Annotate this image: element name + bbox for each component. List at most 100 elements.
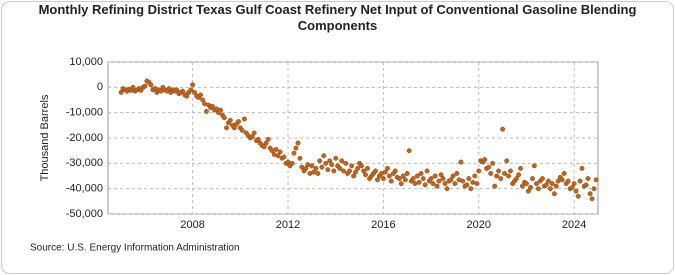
data-point <box>434 183 440 189</box>
data-point <box>518 165 523 171</box>
data-point <box>420 176 426 181</box>
data-point <box>255 136 261 142</box>
data-point <box>579 165 585 171</box>
chart-title: Monthly Refining District Texas Gulf Coa… <box>38 2 637 33</box>
data-point <box>382 169 388 175</box>
data-point <box>539 176 545 181</box>
data-point <box>317 158 323 164</box>
data-point <box>519 183 525 189</box>
data-point <box>500 126 506 132</box>
data-point <box>355 165 361 171</box>
data-point <box>385 165 390 171</box>
data-point <box>440 176 446 181</box>
data-point <box>200 97 206 103</box>
data-point <box>464 182 470 188</box>
data-point <box>404 171 410 176</box>
data-point <box>458 159 464 165</box>
data-point <box>142 83 148 89</box>
data-point <box>297 155 303 161</box>
data-point <box>289 160 295 166</box>
data-point <box>251 130 257 136</box>
data-point <box>227 117 233 123</box>
data-point <box>321 153 327 159</box>
data-point <box>428 176 434 181</box>
x-tick-label: 2008 <box>180 219 204 231</box>
data-point <box>516 172 522 178</box>
data-point <box>476 168 482 174</box>
data-point <box>422 182 428 188</box>
data-point <box>241 116 247 122</box>
data-point <box>486 164 492 170</box>
data-point <box>400 173 406 179</box>
data-point <box>412 181 418 187</box>
data-point <box>525 188 531 194</box>
data-point <box>466 176 472 181</box>
data-point <box>396 176 402 181</box>
data-point <box>593 177 599 183</box>
data-point <box>498 176 504 181</box>
y-tick-label: 10,000 <box>69 56 103 68</box>
data-point <box>398 181 404 187</box>
data-point <box>353 169 358 175</box>
data-point <box>329 162 335 168</box>
data-point <box>494 173 500 179</box>
data-point <box>277 149 283 155</box>
data-point <box>148 82 154 88</box>
data-point <box>472 173 478 179</box>
y-tick-label: -20,000 <box>66 132 103 144</box>
data-point <box>450 173 456 179</box>
y-tick-label: 0 <box>97 81 103 93</box>
data-point <box>410 176 416 181</box>
data-point <box>496 168 502 174</box>
data-point <box>591 186 597 192</box>
data-point <box>565 178 571 184</box>
data-point <box>198 92 203 98</box>
data-point <box>364 165 370 171</box>
data-point <box>333 155 339 161</box>
data-point <box>514 176 519 181</box>
data-point <box>508 168 513 174</box>
y-tick-label: -30,000 <box>66 157 103 169</box>
data-point <box>488 171 494 176</box>
data-point <box>343 160 349 166</box>
data-point <box>448 177 454 183</box>
data-point <box>293 145 299 151</box>
data-point <box>414 173 420 179</box>
data-point <box>347 168 352 174</box>
data-point <box>235 119 241 124</box>
data-point <box>474 181 480 187</box>
data-point <box>192 89 198 95</box>
data-point <box>305 162 311 168</box>
data-point <box>482 157 488 162</box>
data-point <box>218 107 223 113</box>
data-point <box>569 184 575 190</box>
data-point <box>502 171 507 176</box>
x-tick-label: 2024 <box>562 219 586 231</box>
data-point <box>261 144 267 150</box>
data-point <box>534 181 539 187</box>
data-point <box>545 178 551 184</box>
data-point <box>573 188 579 194</box>
data-point <box>452 181 458 187</box>
data-point <box>303 165 309 171</box>
data-point <box>553 183 559 189</box>
data-point <box>273 146 279 152</box>
x-tick-label: 2012 <box>276 219 300 231</box>
data-point <box>528 184 533 190</box>
data-point <box>561 171 567 176</box>
data-point <box>331 168 337 174</box>
data-point <box>309 163 315 169</box>
data-point <box>323 160 329 166</box>
data-point <box>374 177 380 183</box>
data-point <box>339 158 345 164</box>
data-point <box>180 88 186 94</box>
data-point <box>337 165 343 171</box>
data-point <box>577 178 583 184</box>
data-point <box>263 140 269 146</box>
data-point <box>249 134 255 140</box>
data-point <box>424 168 430 174</box>
data-point <box>209 103 215 109</box>
data-point <box>460 178 466 184</box>
data-point <box>436 178 442 184</box>
